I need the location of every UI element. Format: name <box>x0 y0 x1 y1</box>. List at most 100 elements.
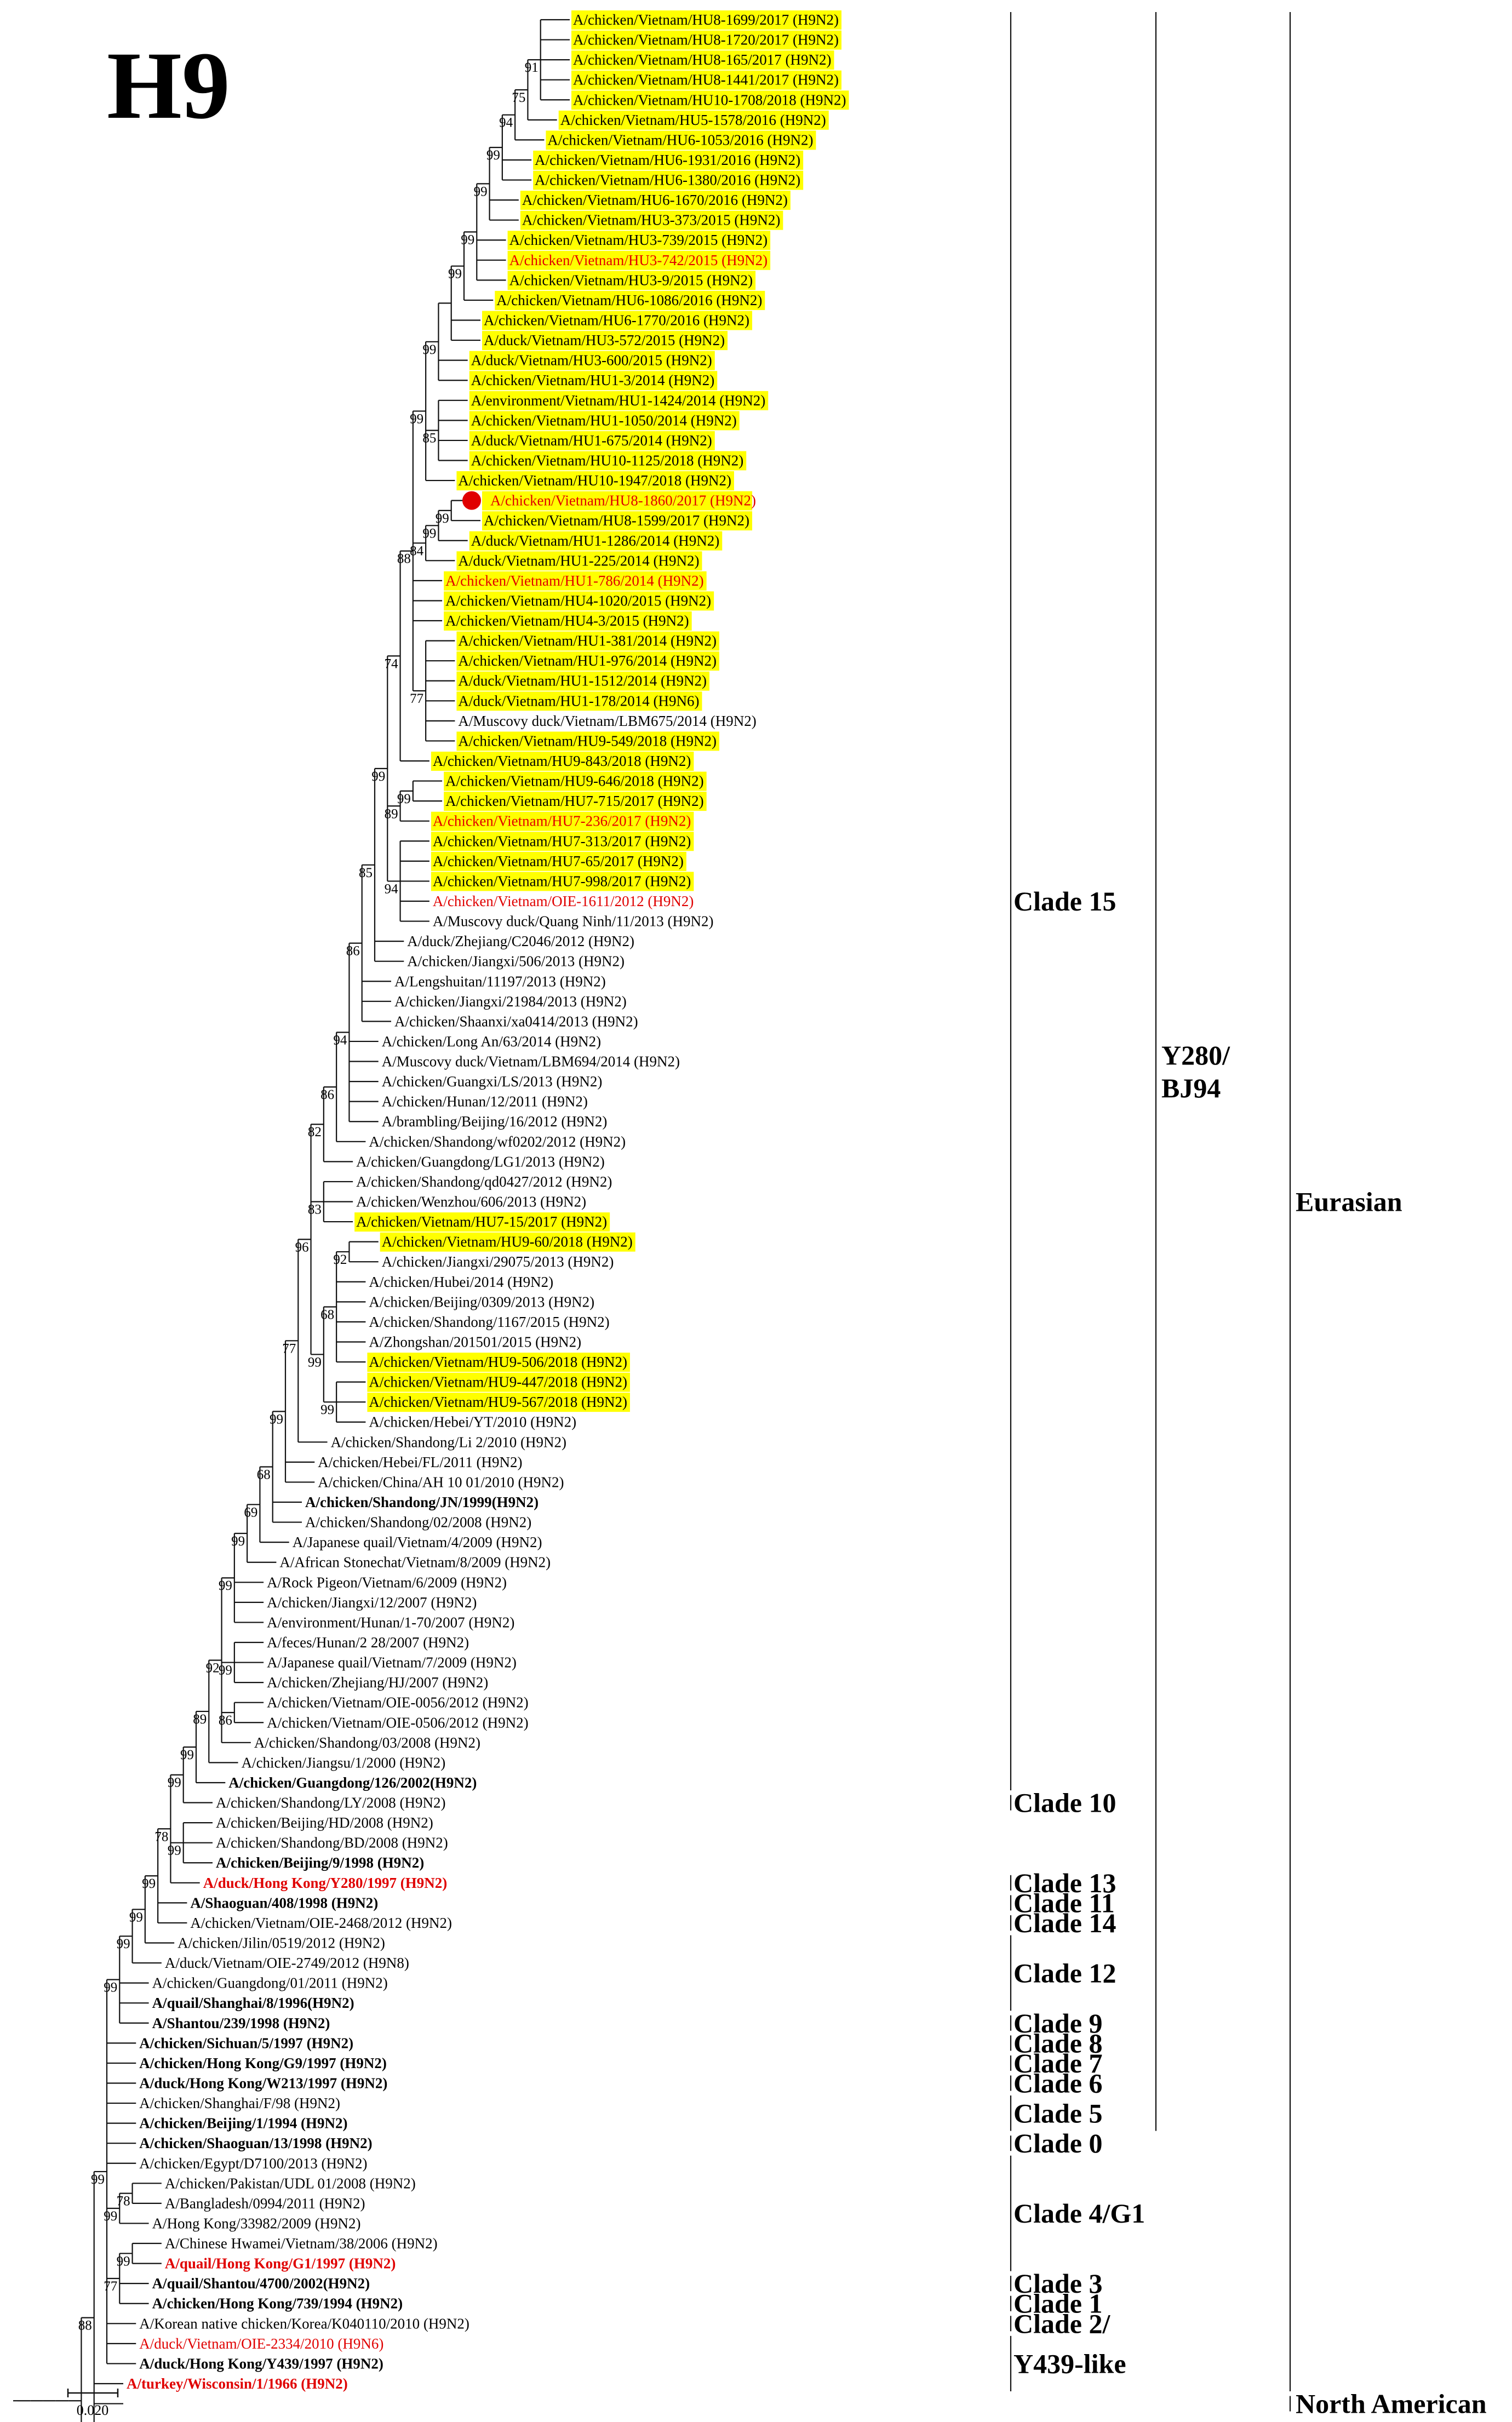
leaf-highlight <box>444 571 707 591</box>
leaf-highlight <box>444 771 707 791</box>
leaf-label: A/chicken/Vietnam/HU8-1860/2017 (H9N2) <box>490 493 756 509</box>
leaf-label: A/Rock Pigeon/Vietnam/6/2009 (H9N2) <box>267 1574 507 1590</box>
leaf-label: A/environment/Hunan/1-70/2007 (H9N2) <box>267 1614 514 1630</box>
leaf-label: A/chicken/Jilin/0519/2012 (H9N2) <box>177 1935 385 1951</box>
leaf-label: A/feces/Hunan/2 28/2007 (H9N2) <box>267 1634 469 1651</box>
leaf-label: A/chicken/Vietnam/HU9-549/2018 (H9N2) <box>458 732 717 749</box>
leaf-label: A/turkey/Wisconsin/1/1966 (H9N2) <box>127 2375 348 2392</box>
leaf-highlight <box>571 70 842 90</box>
bootstrap-value: 99 <box>104 1980 117 1995</box>
leaf-label: A/chicken/Vietnam/OIE-1611/2012 (H9N2) <box>433 893 694 909</box>
leaf-label: A/chicken/Vietnam/HU8-1441/2017 (H9N2) <box>573 72 839 88</box>
leaf-label: A/chicken/Beijing/0309/2013 (H9N2) <box>369 1293 594 1310</box>
bootstrap-value: 99 <box>436 511 449 526</box>
leaf-label: A/Chinese Hwamei/Vietnam/38/2006 (H9N2) <box>165 2235 438 2252</box>
bootstrap-value: 99 <box>219 1578 232 1593</box>
leaf-highlight <box>469 451 747 471</box>
bootstrap-value: 86 <box>346 944 360 959</box>
leaf-highlight <box>444 591 714 611</box>
bootstrap-value: 99 <box>180 1748 194 1762</box>
leaf-label: A/duck/Hong Kong/Y439/1997 (H9N2) <box>139 2355 383 2372</box>
scale-bar: 0.020 <box>67 2389 119 2418</box>
bootstrap-value: 83 <box>308 1203 322 1217</box>
bootstrap-value: 69 <box>244 1505 257 1520</box>
leaf-label: A/chicken/Guangdong/01/2011 (H9N2) <box>152 1975 388 1991</box>
bootstrap-value: 74 <box>385 656 399 671</box>
leaf-label: A/chicken/Beijing/9/1998 (H9N2) <box>216 1854 424 1871</box>
leaf-label: A/chicken/Vietnam/HU6-1770/2016 (H9N2) <box>484 312 749 329</box>
bootstrap-value: 94 <box>333 1033 347 1047</box>
leaf-label: A/chicken/Hong Kong/G9/1997 (H9N2) <box>139 2055 387 2071</box>
leaf-label: A/duck/Vietnam/HU1-1512/2014 (H9N2) <box>458 673 707 689</box>
leaf-labels: A/chicken/Vietnam/HU8-1699/2017 (H9N2) A/… <box>127 12 846 2392</box>
leaf-highlight <box>571 30 842 50</box>
lineage-label: Eurasian <box>1296 1187 1402 1217</box>
leaf-label: A/Zhongshan/201501/2015 (H9N2) <box>369 1333 581 1350</box>
scale-bar-label: 0.020 <box>77 2402 109 2418</box>
leaf-label: A/chicken/Vietnam/HU4-1020/2015 (H9N2) <box>445 592 711 609</box>
clade-label: Clade 7 <box>1013 2048 1103 2079</box>
leaf-label: A/chicken/Vietnam/HU7-715/2017 (H9N2) <box>445 793 704 809</box>
leaf-label: A/chicken/Vietnam/HU10-1947/2018 (H9N2) <box>458 472 731 489</box>
leaf-label: A/chicken/Wenzhou/606/2013 (H9N2) <box>356 1194 586 1210</box>
leaf-highlight <box>469 351 715 370</box>
leaf-label: A/chicken/Vietnam/HU6-1670/2016 (H9N2) <box>522 192 788 208</box>
leaf-label: A/chicken/Vietnam/OIE-2468/2012 (H9N2) <box>190 1915 452 1931</box>
bootstrap-value: 86 <box>219 1713 232 1728</box>
clade-label: Clade 10 <box>1013 1788 1116 1818</box>
leaf-highlight <box>482 491 753 511</box>
leaf-label: A/chicken/Jiangxi/29075/2013 (H9N2) <box>382 1253 614 1270</box>
bootstrap-value: 91 <box>525 60 539 75</box>
leaf-highlight <box>482 311 753 330</box>
leaf-label: A/chicken/Vietnam/HU9-843/2018 (H9N2) <box>433 753 691 769</box>
leaf-label: A/chicken/Vietnam/HU6-1086/2016 (H9N2) <box>496 292 762 308</box>
figure-title: H9 <box>107 32 230 139</box>
bootstrap-value: 99 <box>422 342 436 357</box>
bootstrap-value: 99 <box>231 1534 245 1549</box>
bootstrap-value: 85 <box>359 866 373 880</box>
bootstrap-value: 75 <box>512 90 525 105</box>
leaf-label: A/duck/Vietnam/OIE-2749/2012 (H9N8) <box>165 1955 409 1971</box>
leaf-label: A/duck/Hong Kong/W213/1997 (H9N2) <box>139 2075 387 2091</box>
bootstrap-value: 85 <box>422 431 436 446</box>
leaf-label: A/chicken/Vietnam/OIE-0056/2012 (H9N2) <box>267 1694 529 1711</box>
leaf-label: A/chicken/Pakistan/UDL 01/2008 (H9N2) <box>165 2175 416 2191</box>
leaf-label: A/chicken/Vietnam/HU6-1931/2016 (H9N2) <box>535 152 800 168</box>
leaf-highlight <box>431 811 694 831</box>
bootstrap-value: 68 <box>320 1307 334 1322</box>
bootstrap-value: 77 <box>282 1341 296 1356</box>
leaf-label: A/quail/Hong Kong/G1/1997 (H9N2) <box>165 2255 396 2272</box>
leaf-label: A/chicken/Vietnam/HU10-1708/2018 (H9N2) <box>573 91 846 108</box>
clade-label: Clade 11 <box>1013 1887 1115 1918</box>
leaf-highlight <box>482 331 728 351</box>
leaf-highlight <box>571 90 849 110</box>
bootstrap-value: 86 <box>320 1087 334 1102</box>
leaf-label: A/chicken/Vietnam/HU9-646/2018 (H9N2) <box>445 773 704 789</box>
leaf-label: A/chicken/Shanghai/F/98 (H9N2) <box>139 2095 340 2111</box>
leaf-highlight <box>456 631 719 651</box>
leaf-label: A/chicken/Vietnam/HU6-1053/2016 (H9N2) <box>547 131 813 148</box>
bootstrap-value: 94 <box>385 881 399 896</box>
bootstrap-value: 99 <box>461 232 474 247</box>
leaf-label: A/chicken/Jiangxi/12/2007 (H9N2) <box>267 1594 477 1611</box>
leaf-label: A/chicken/Vietnam/HU6-1380/2016 (H9N2) <box>535 172 800 188</box>
bootstrap-value: 99 <box>91 2172 105 2187</box>
leaf-highlight <box>456 731 719 751</box>
leaf-label: A/chicken/Shandong/03/2008 (H9N2) <box>254 1734 480 1751</box>
leaf-label: A/chicken/Vietnam/HU7-998/2017 (H9N2) <box>433 873 691 889</box>
highlight-layer <box>354 10 849 1412</box>
leaf-highlight <box>456 691 702 711</box>
leaf-label: A/chicken/Vietnam/HU3-739/2015 (H9N2) <box>509 232 768 248</box>
leaf-label: A/chicken/Vietnam/HU9-567/2018 (H9N2) <box>369 1394 627 1410</box>
leaf-label: A/chicken/Sichuan/5/1997 (H9N2) <box>139 2035 353 2051</box>
bootstrap-value: 92 <box>333 1252 347 1267</box>
bootstrap-value: 88 <box>397 552 411 566</box>
leaf-highlight <box>456 471 734 491</box>
leaf-label: A/chicken/Hong Kong/739/1994 (H9N2) <box>152 2295 403 2312</box>
leaf-highlight <box>571 10 842 30</box>
leaf-label: A/Korean native chicken/Korea/K040110/20… <box>139 2315 469 2332</box>
leaf-label: A/chicken/Shandong/JN/1999(H9N2) <box>305 1494 539 1510</box>
